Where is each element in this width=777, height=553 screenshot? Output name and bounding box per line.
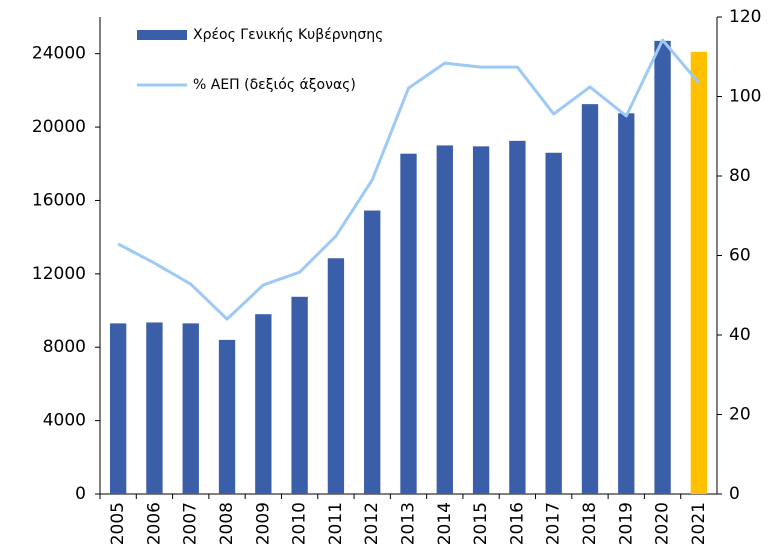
bar — [182, 323, 199, 494]
bar — [255, 314, 272, 494]
y2-tick-label: 80 — [729, 166, 751, 186]
y-tick-label: 0 — [75, 484, 86, 504]
y2-tick-label: 60 — [729, 246, 751, 266]
x-tick-label: 2021 — [689, 502, 709, 545]
bar — [109, 323, 127, 494]
x-tick-label: 2012 — [362, 502, 382, 545]
y2-tick-label: 40 — [729, 325, 751, 345]
bar — [581, 104, 599, 495]
bar — [400, 153, 417, 495]
x-tick-label: 2014 — [435, 502, 455, 545]
x-tick-label: 2010 — [290, 502, 310, 545]
x-tick-label: 2019 — [616, 502, 636, 545]
y-tick-label: 16000 — [32, 190, 86, 210]
x-tick-label: 2011 — [326, 502, 346, 545]
bar — [654, 40, 671, 494]
x-tick-label: 2006 — [144, 502, 164, 545]
y2-tick-label: 100 — [729, 87, 761, 107]
bar — [472, 146, 490, 494]
x-tick-label: 2017 — [544, 502, 564, 545]
y2-tick-label: 120 — [729, 7, 761, 27]
x-tick-label: 2013 — [399, 502, 419, 545]
bar — [327, 258, 345, 494]
legend-swatch — [137, 30, 187, 40]
bar — [218, 339, 236, 494]
bar — [364, 210, 381, 494]
y2-tick-label: 20 — [729, 405, 751, 425]
y-tick-label: 12000 — [32, 264, 86, 284]
bar — [690, 51, 708, 494]
y-tick-label: 8000 — [43, 337, 86, 357]
line — [117, 38, 700, 321]
y-tick-label: 24000 — [32, 44, 86, 64]
x-tick-label: 2007 — [181, 502, 201, 545]
bar — [146, 322, 163, 494]
bar — [509, 140, 526, 494]
x-tick-label: 2018 — [580, 502, 600, 545]
x-tick-label: 2008 — [217, 502, 237, 545]
bar — [436, 145, 453, 494]
y-tick-label: 20000 — [32, 117, 86, 137]
x-tick-label: 2005 — [108, 502, 128, 545]
legend-label: % ΑΕΠ (δεξιός άξονας) — [193, 77, 356, 93]
bar — [545, 152, 562, 494]
y2-tick-label: 0 — [729, 484, 740, 504]
x-tick-label: 2015 — [471, 502, 491, 545]
y-tick-label: 4000 — [43, 411, 86, 431]
bar — [291, 296, 308, 494]
bar — [618, 113, 635, 494]
x-tick-label: 2016 — [507, 502, 527, 545]
x-tick-label: 2020 — [653, 502, 673, 545]
legend-label: Χρέος Γενικής Κυβέρνησης — [193, 27, 383, 43]
x-tick-label: 2009 — [253, 502, 273, 545]
